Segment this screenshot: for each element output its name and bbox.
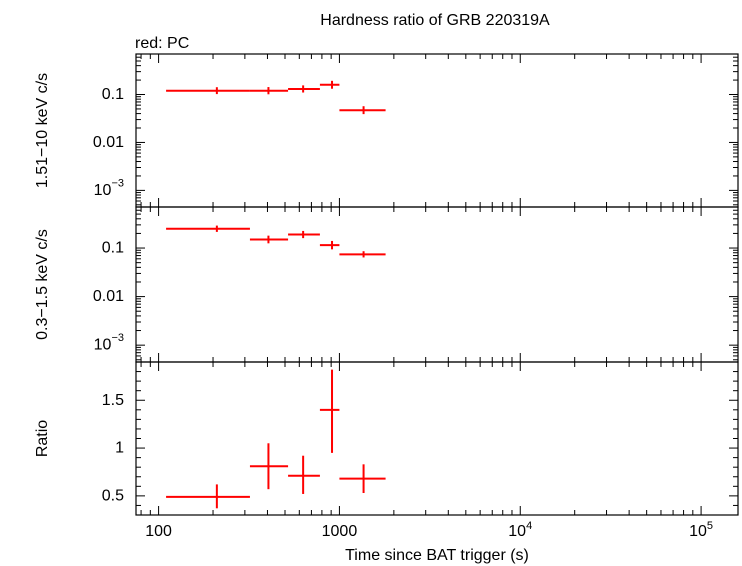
data-point [319,240,340,250]
data-point [166,484,250,509]
data-point [339,106,386,115]
data-point [166,225,250,232]
data-point [319,80,340,89]
x-tick-label: 104 [508,520,532,540]
legend-note: red: PC [135,35,189,52]
y-tick-label: 10−3 [94,177,124,199]
data-point [339,251,386,258]
panel-hard: 0.1 0.01 10−3 1.51−10 keV c/s [34,53,739,208]
panel-ratio: 0.5 1 1.5 Ratio [34,361,739,516]
data-point [319,369,340,453]
y-tick-label-exponent: −3 [111,332,124,344]
panel-ratio-frame [135,361,739,516]
x-axis-label: Time since BAT trigger (s) [345,547,529,564]
x-tick-label-exponent: 5 [707,520,713,532]
y-tick-label-exponent: −3 [111,177,124,189]
y-tick-label: 0.5 [102,487,124,504]
y-tick-label: 0.1 [102,240,124,257]
panel-soft-frame [135,206,739,363]
y-tick-label: 1.5 [102,392,124,409]
chart-title: Hardness ratio of GRB 220319A [320,12,550,29]
data-point [166,87,250,95]
y-axis-label-soft: 0.3−1.5 keV c/s [34,229,51,340]
x-tick-label: 1000 [322,523,358,540]
panels-layer: 0.1 0.01 10−3 1.51−10 keV c/s 0.1 0.01 10−3 0.3… [34,53,739,540]
data-point [288,455,320,494]
panel-hard-frame [135,53,739,208]
y-tick-label: 0.1 [102,86,124,103]
panel-soft: 0.1 0.01 10−3 0.3−1.5 keV c/s [34,206,739,363]
x-tick-label: 100 [145,523,172,540]
x-tick-label: 105 [689,520,713,540]
y-tick-label: 0.01 [93,288,124,305]
y-axis-label-ratio: Ratio [34,420,51,457]
x-tick-label-exponent: 4 [526,520,532,532]
y-axis-label-hard: 1.51−10 keV c/s [34,73,51,188]
data-point [249,235,289,244]
data-point [249,87,289,95]
y-tick-label: 0.01 [93,134,124,151]
data-point [288,85,320,93]
data-point [249,443,289,490]
y-tick-label: 10−3 [94,332,124,354]
y-tick-label: 1 [115,440,124,457]
data-point [339,464,386,494]
data-point [288,230,320,239]
